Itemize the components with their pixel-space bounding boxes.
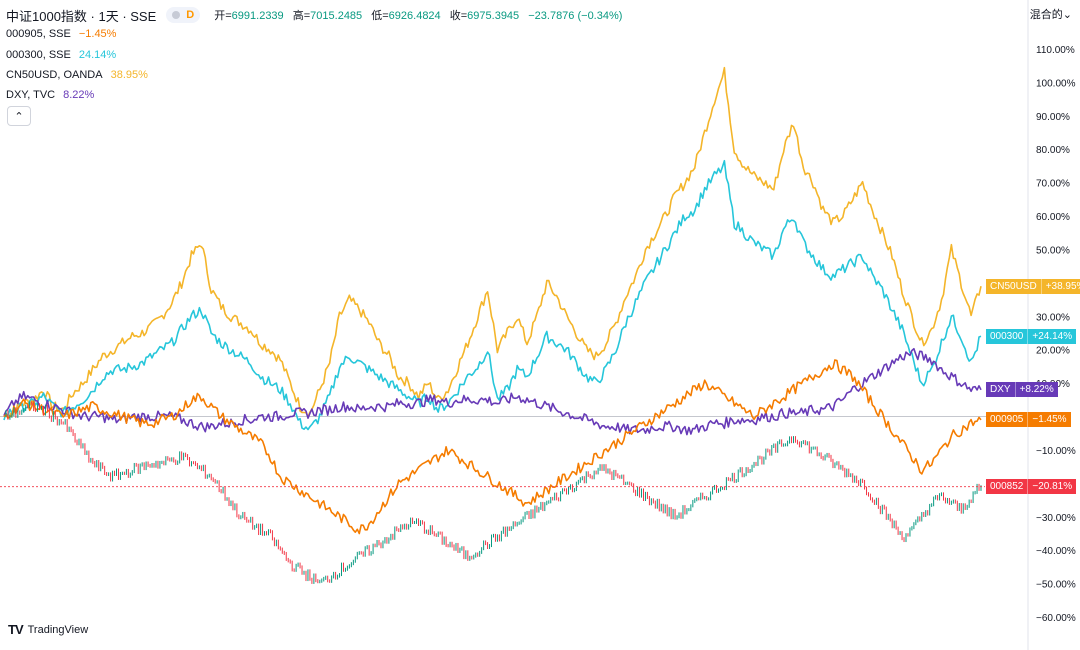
price-tag-value: +8.22% [1019, 384, 1054, 396]
series-line [3, 347, 982, 436]
scale-mode-menu[interactable]: 混合的⌄ [1030, 6, 1072, 22]
price-tag-symbol: DXY [986, 382, 1016, 398]
legend-symbol: 000905, SSE [6, 28, 71, 40]
y-tick-label: 20.00% [1036, 346, 1070, 357]
data-badge: D [186, 9, 195, 21]
legend-item-000905[interactable]: 000905, SSE −1.45% [6, 28, 116, 40]
price-tag-value: +24.14% [1032, 330, 1073, 342]
legend-value: −1.45% [78, 28, 117, 40]
legend-item-000300[interactable]: 000300, SSE 24.14% [6, 49, 116, 61]
header-bar: 中证1000指数 · 1天 · SSE D 开=6991.2339 高=7015… [6, 6, 628, 24]
price-tag-000905: 000905 −1.45% [986, 412, 1071, 428]
series-line [3, 159, 982, 431]
low-value: 6926.4824 [388, 10, 441, 22]
price-tag-symbol: 000300 [986, 328, 1029, 344]
price-tag-value: −20.81% [1032, 481, 1073, 493]
price-tag-value: +38.95% [1045, 280, 1080, 292]
legend-symbol: 000300, SSE [6, 49, 71, 61]
series-000905 [3, 359, 982, 535]
price-tag-symbol: 000905 [986, 412, 1029, 428]
legend-value: 38.95% [110, 69, 148, 81]
y-tick-label: −40.00% [1036, 546, 1076, 557]
open-value: 6991.2339 [231, 10, 284, 22]
price-tag-cn50usd: CN50USD+38.95% [986, 278, 1080, 294]
high-value: 7015.2485 [310, 10, 363, 22]
y-tick-label: −10.00% [1036, 446, 1076, 457]
close-value: 6975.3945 [467, 10, 520, 22]
status-dot-icon [172, 11, 181, 19]
price-tag-000300: 000300 +24.14% [986, 328, 1077, 344]
series-line [3, 359, 982, 535]
tradingview-logo-icon: TV [8, 622, 24, 637]
legend-symbol: CN50USD, OANDA [6, 69, 103, 81]
series-line [3, 66, 982, 419]
collapse-legend-button[interactable]: ⌃ [7, 106, 31, 126]
y-tick-label: −30.00% [1036, 513, 1076, 524]
y-tick-label: 100.00% [1036, 78, 1076, 89]
chevron-up-icon: ⌃ [14, 110, 24, 123]
chevron-down-icon: ⌄ [1062, 9, 1072, 21]
legend-item-cn50usd[interactable]: CN50USD, OANDA 38.95% [6, 69, 148, 81]
y-tick-label: 90.00% [1036, 112, 1070, 123]
series-dxy [3, 347, 982, 436]
y-tick-label: −50.00% [1036, 580, 1076, 591]
y-tick-label: 60.00% [1036, 212, 1070, 223]
series-000852 [0, 401, 985, 584]
ohlc-readout: 开=6991.2339 高=7015.2485 低=6926.4824 收=69… [214, 7, 628, 23]
series-000300 [3, 159, 982, 431]
symbol-title[interactable]: 中证1000指数 · 1天 · SSE [6, 8, 157, 24]
change-value: −23.7876 (−0.34%) [528, 10, 623, 22]
legend-value: 8.22% [63, 89, 95, 101]
close-label: 收= [449, 10, 468, 22]
y-tick-label: 80.00% [1036, 145, 1070, 156]
high-label: 高= [292, 10, 311, 22]
y-tick-label: 70.00% [1036, 179, 1070, 190]
y-tick-label: 50.00% [1036, 245, 1070, 256]
tradingview-watermark: TV TradingView [8, 622, 88, 637]
price-tag-000852: 000852 −20.81% [986, 479, 1077, 495]
price-tag-symbol: CN50USD [986, 278, 1042, 294]
scale-mode-label: 混合的 [1029, 9, 1063, 21]
y-tick-label: 30.00% [1036, 312, 1070, 323]
y-tick-label: −60.00% [1036, 613, 1076, 624]
interval-pill[interactable]: D [166, 7, 201, 23]
branding-text: TradingView [27, 623, 89, 636]
price-tag-dxy: DXY +8.22% [986, 382, 1058, 398]
y-tick-label: 110.00% [1036, 45, 1075, 56]
legend-item-dxy[interactable]: DXY, TVC 8.22% [6, 89, 94, 101]
legend-symbol: DXY, TVC [6, 89, 56, 101]
open-label: 开= [214, 10, 232, 22]
low-label: 低= [371, 10, 389, 22]
price-tag-value: −1.45% [1032, 414, 1067, 426]
series-cn50usd [3, 66, 982, 419]
legend-value: 24.14% [78, 49, 117, 61]
price-tag-symbol: 000852 [986, 479, 1029, 495]
